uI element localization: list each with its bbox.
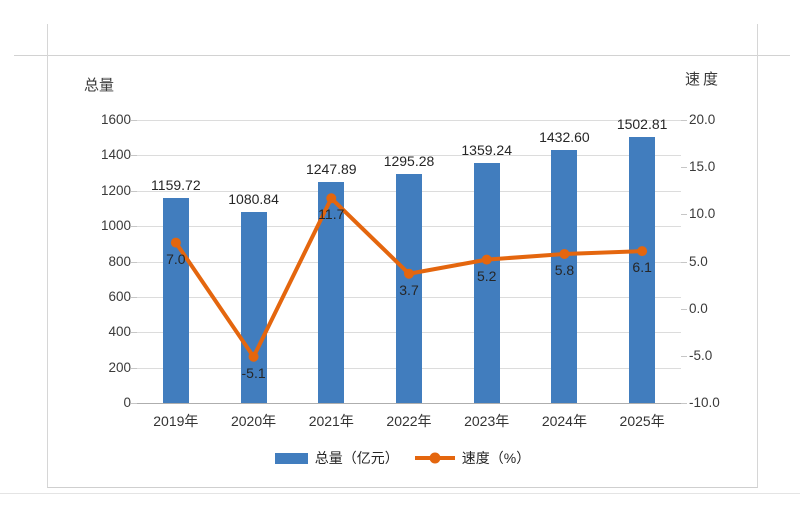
total-bar	[629, 137, 656, 403]
legend-item-total: 总量（亿元）	[274, 448, 399, 468]
right-axis-tick-mark	[681, 308, 687, 310]
legend-label-total: 总量（亿元）	[314, 450, 399, 466]
x-axis-label: 2020年	[230, 413, 277, 429]
line-point-marker	[248, 351, 259, 362]
left-axis-tick-mark	[131, 190, 137, 192]
right-axis-tick-label: 5.0	[689, 253, 708, 269]
right-axis-tick-label: 10.0	[689, 206, 716, 222]
line-point-marker	[559, 248, 570, 259]
total-bar	[240, 211, 267, 403]
left-axis-tick-mark	[131, 332, 137, 334]
x-axis-label: 2024年	[541, 413, 587, 429]
line-value-label: 7.0	[166, 250, 186, 267]
left-axis-tick-mark	[131, 296, 137, 298]
total-bar	[162, 197, 189, 403]
left-axis-tick-mark	[131, 261, 137, 263]
line-value-label: -5.1	[241, 364, 266, 381]
right-axis-tick-label: 20.0	[689, 112, 716, 127]
right-axis-tick-label: 15.0	[689, 159, 716, 175]
speed-line-series	[170, 193, 648, 362]
x-axis-label: 2022年	[386, 413, 432, 429]
left-axis-title: 总量	[84, 77, 115, 94]
left-axis-tick-mark	[131, 403, 137, 404]
total-bar	[551, 149, 578, 403]
bar-value-label: 1359.24	[461, 141, 512, 158]
right-axis-tick-mark	[681, 120, 687, 121]
right-axis-title: 速度	[685, 71, 722, 88]
right-axis-tick-mark	[681, 355, 687, 357]
bar-value-label: 1247.89	[305, 161, 357, 178]
right-axis-tick-label: -5.0	[689, 347, 713, 363]
left-axis-tick-mark	[131, 155, 137, 157]
x-axis-label: 2019年	[153, 413, 199, 429]
legend-label-speed: 速度（%）	[461, 450, 531, 466]
left-axis-tick-mark	[131, 120, 137, 121]
legend-item-speed: 速度（%）	[414, 448, 531, 468]
total-bar	[473, 162, 500, 403]
bar-swatch-icon	[274, 452, 308, 464]
left-axis-tick-label: 200	[108, 359, 131, 375]
gridline	[137, 403, 681, 404]
left-axis-tick-label: 0	[123, 395, 131, 410]
line-point-marker	[637, 246, 648, 257]
x-axis-label: 2025年	[619, 413, 665, 429]
line-value-label: 6.1	[632, 259, 652, 276]
left-axis-tick-mark	[131, 367, 137, 369]
line-value-label: 5.8	[554, 261, 575, 278]
line-value-label: 3.7	[399, 281, 419, 298]
bar-value-label: 1159.72	[151, 176, 201, 193]
x-axis-label: 2023年	[464, 413, 510, 429]
left-axis-tick-mark	[131, 226, 137, 228]
left-axis-tick-label: 1600	[100, 112, 131, 127]
right-axis-tick-mark	[681, 214, 687, 216]
line-marker-icon	[429, 452, 441, 464]
chart-frame: 总量 速度 0 200 400 600 800 1000 1200 1400 1600 -10.0…	[47, 24, 758, 488]
left-axis-tick-label: 600	[108, 288, 131, 304]
bar-value-label: 1432.60	[539, 128, 590, 145]
left-axis-tick-label: 1200	[100, 182, 131, 198]
gridline	[137, 155, 681, 157]
right-axis-tick-label: -10.0	[689, 395, 720, 410]
left-axis-tick-label: 1000	[100, 218, 131, 234]
total-bar	[396, 173, 422, 403]
left-axis-tick-label: 400	[108, 324, 131, 340]
line-value-label: 11.7	[318, 206, 345, 223]
line-point-marker	[170, 237, 181, 248]
bar-value-label: 1502.81	[616, 116, 668, 133]
x-axis-label: 2021年	[308, 413, 354, 429]
legend: 总量（亿元） 速度（%）	[48, 448, 757, 468]
left-axis-tick-label: 1400	[100, 147, 131, 163]
right-axis-tick-mark	[681, 261, 687, 263]
line-value-label: 5.2	[476, 267, 497, 284]
bar-value-label: 1295.28	[383, 152, 435, 169]
line-point-marker	[404, 268, 414, 279]
line-swatch-icon	[414, 452, 455, 464]
line-point-marker	[326, 193, 337, 204]
bar-value-label: 1080.84	[228, 190, 279, 207]
right-axis-tick-label: 0.0	[689, 300, 708, 316]
line-point-marker	[481, 254, 492, 265]
left-axis-tick-label: 800	[108, 253, 131, 269]
table-row-line-top	[14, 55, 790, 56]
table-row-line-bottom	[0, 493, 800, 494]
right-axis-tick-mark	[681, 403, 687, 404]
gridline	[137, 120, 681, 121]
right-axis-tick-mark	[681, 167, 687, 169]
